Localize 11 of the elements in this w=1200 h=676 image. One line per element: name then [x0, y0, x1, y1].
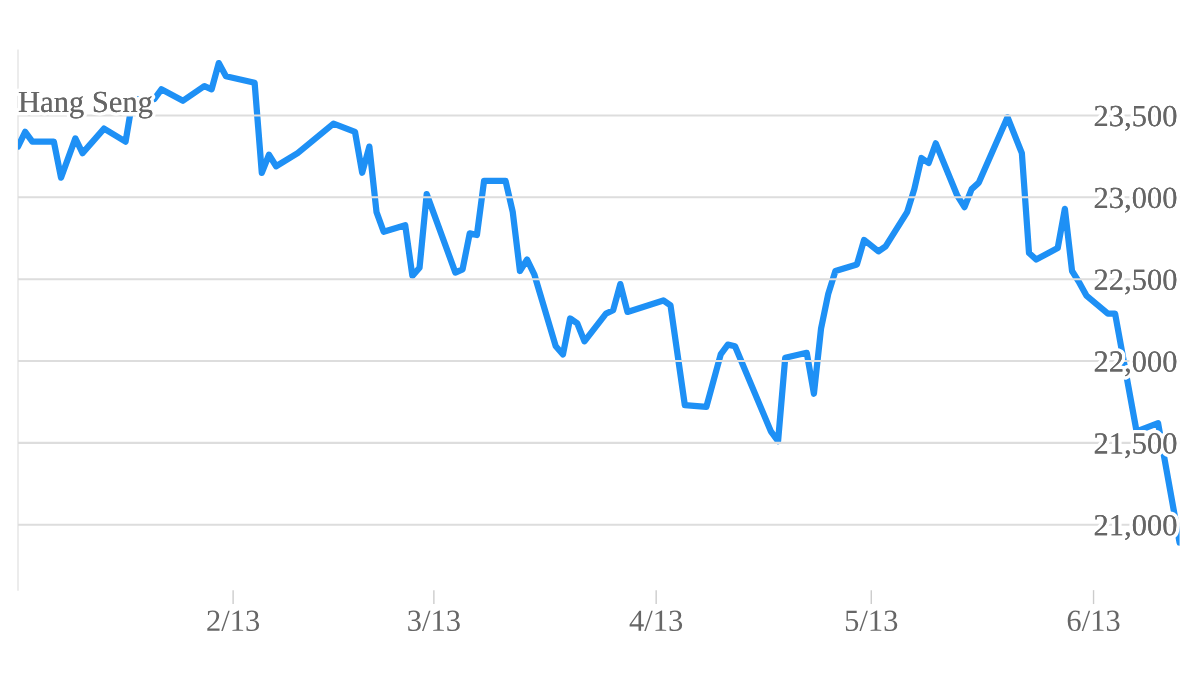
x-tick-label: 3/13 — [408, 610, 460, 632]
y-tick-label: 23,500 — [1094, 105, 1177, 131]
x-tick-label: 4/13 — [629, 610, 683, 632]
y-tick-label: 21,500 — [1094, 433, 1177, 459]
y-tick-label: 22,500 — [1094, 269, 1177, 295]
x-tick-label: 2/13 — [207, 610, 260, 632]
y-tick-label: 23,000 — [1094, 187, 1177, 213]
y-tick-label: 22,000 — [1094, 351, 1177, 377]
x-tick-label: 5/13 — [845, 610, 898, 632]
x-tick-label: 6/13 — [1067, 610, 1120, 632]
y-tick-label: 21,000 — [1094, 514, 1177, 540]
